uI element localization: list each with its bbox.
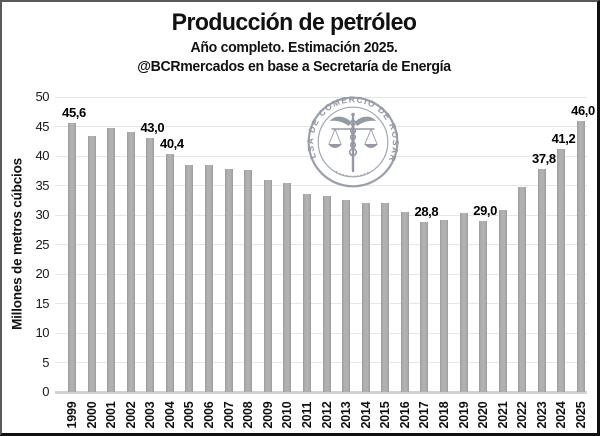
value-label-2025: 46,0 (571, 102, 595, 118)
x-tick-label: 2003 (143, 401, 158, 429)
x-tick-label: 2009 (260, 401, 275, 429)
x-tick-label: 2012 (319, 401, 334, 429)
y-tick-label: 40 (35, 148, 50, 163)
x-tick-label: 2020 (476, 401, 491, 429)
x-tick-label: 2024 (554, 401, 569, 429)
bar-2013 (342, 199, 351, 392)
bar-2021 (498, 210, 507, 392)
bar-2000 (87, 135, 96, 392)
x-tick-label: 2006 (202, 401, 217, 429)
x-tick-label: 2013 (339, 401, 354, 429)
bar-2023 (537, 168, 546, 392)
x-tick-label: 2025 (574, 401, 588, 429)
y-tick-label: 0 (42, 384, 49, 399)
bar-2005 (185, 164, 194, 392)
value-label-2024: 41,2 (551, 130, 576, 146)
bar-2009 (263, 179, 272, 392)
y-tick-label: 25 (35, 236, 50, 252)
bar-2016 (400, 212, 409, 392)
bar-2010 (283, 183, 292, 392)
value-label-2023: 37,8 (531, 150, 556, 166)
bar-2020 (479, 220, 488, 392)
chart-source-line: @BCRmercados en base a Secretaría de Ene… (137, 59, 451, 75)
y-tick-label: 50 (35, 89, 50, 104)
bar-2015 (381, 202, 390, 392)
gridline (55, 390, 587, 394)
seal-inner-ring (317, 106, 389, 178)
bar-2025 (577, 120, 585, 392)
y-tick-label: 30 (35, 207, 50, 222)
x-tick-label: 2010 (280, 401, 295, 429)
x-tick-label: 2008 (241, 401, 256, 429)
bar-2007 (224, 168, 233, 392)
x-tick-label: 2017 (417, 401, 432, 429)
gridline (55, 185, 587, 186)
chart-subtitle: Año completo. Estimación 2025. (190, 40, 398, 56)
bar-1999 (68, 122, 76, 392)
bar-2014 (361, 203, 370, 392)
chart-title: Producción de petróleo (171, 9, 417, 36)
bar-2018 (439, 219, 448, 392)
x-tick-label: 2019 (456, 401, 471, 429)
x-tick-label: 2002 (123, 401, 138, 429)
x-tick-label: 1999 (65, 401, 79, 429)
y-tick-label: 45 (35, 118, 50, 134)
y-tick-label: 20 (35, 266, 50, 281)
bar-2008 (244, 170, 253, 392)
x-tick-label: 2001 (104, 401, 119, 429)
gridline (55, 332, 587, 334)
value-label-1999: 45,6 (62, 104, 86, 120)
y-tick-label: 35 (35, 177, 50, 193)
bar-2003 (146, 138, 155, 392)
x-tick-label: 2018 (436, 401, 451, 429)
y-tick-label: 15 (35, 295, 50, 311)
caduceus-icon (328, 112, 378, 173)
bar-2012 (322, 195, 331, 392)
x-tick-label: 2022 (515, 401, 530, 429)
bar-2024 (557, 148, 566, 392)
gridline (55, 214, 587, 216)
y-tick-label: 5 (42, 354, 49, 370)
x-tick-label: 2021 (495, 401, 510, 429)
x-tick-label: 2005 (182, 401, 197, 429)
bcr-seal-watermark-icon: BOLSA DE COMERCIO DE ROSARIO (305, 94, 400, 188)
bar-2017 (420, 222, 429, 392)
seal-bottom-text-hint (335, 170, 371, 178)
gridline (55, 273, 587, 275)
bar-2004 (165, 153, 174, 392)
value-label-2003: 43,0 (140, 120, 165, 136)
bar-2011 (302, 194, 311, 392)
gridline (55, 303, 587, 304)
x-tick-label: 2000 (84, 401, 99, 429)
y-tick-label: 10 (35, 325, 50, 340)
gridline (55, 244, 587, 245)
x-tick-label: 2016 (397, 401, 412, 429)
x-tick-label: 2004 (162, 401, 177, 429)
bar-2002 (126, 132, 135, 392)
bar-2022 (518, 187, 527, 392)
x-tick-label: 2011 (299, 401, 314, 429)
value-label-2017: 28,8 (414, 204, 439, 220)
bar-2006 (205, 165, 214, 392)
gridline (55, 96, 587, 98)
x-tick-label: 2015 (378, 401, 393, 429)
value-label-2020: 29,0 (473, 202, 497, 218)
x-tick-label: 2014 (358, 401, 373, 429)
value-label-2004: 40,4 (160, 135, 184, 151)
gridline (55, 362, 587, 363)
x-tick-label: 2007 (221, 401, 236, 429)
bar-2019 (459, 212, 468, 392)
x-tick-label: 2023 (534, 401, 549, 429)
bar-2001 (107, 128, 116, 392)
